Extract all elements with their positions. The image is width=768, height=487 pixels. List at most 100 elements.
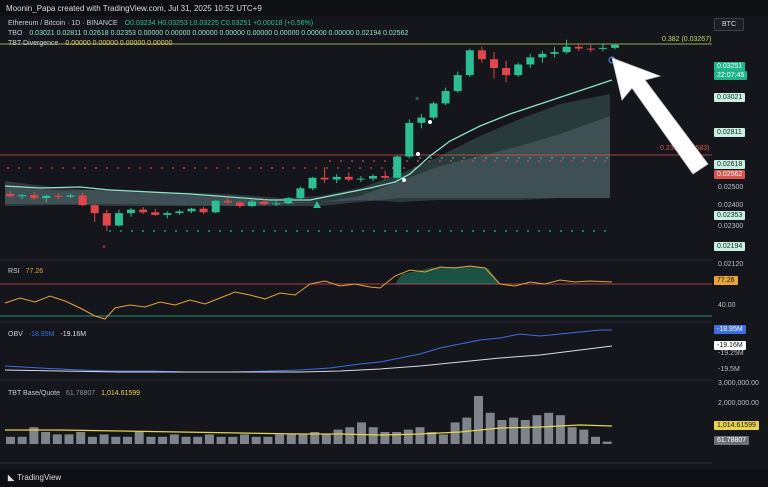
ohlc-values: O0.03234 H0.03253 L0.03225 C0.03251 +0.0… <box>124 20 314 27</box>
candle-body <box>490 59 498 69</box>
obv-legend[interactable]: OBV -18.95M -19.16M <box>8 331 86 338</box>
candle-body <box>417 117 426 123</box>
level-dot <box>403 167 405 169</box>
tbt-label: TBT Divergence <box>8 40 59 47</box>
volume-bar <box>345 427 355 444</box>
volume-bar <box>509 417 519 444</box>
obv-price-tag-1: -18.95M <box>714 325 746 334</box>
level-dot <box>441 157 443 159</box>
level-dot <box>142 230 144 232</box>
level-dot <box>373 160 375 162</box>
volume-bar <box>99 434 109 444</box>
candle-body <box>429 103 438 118</box>
level-dot <box>186 230 188 232</box>
level-dot <box>175 230 177 232</box>
level-dot <box>474 157 476 159</box>
candle-body <box>586 48 595 50</box>
volume-bar <box>228 436 238 444</box>
price-tag: 0.02618 <box>714 160 746 169</box>
volume-bar <box>286 434 296 444</box>
level-dot <box>370 167 372 169</box>
level-dot <box>84 167 86 169</box>
level-dot <box>208 230 210 232</box>
rsi-legend[interactable]: RSI 77.26 <box>8 268 43 275</box>
level-dot <box>216 167 218 169</box>
level-dot <box>120 230 122 232</box>
candle-body <box>78 195 87 206</box>
volume-bar <box>275 434 285 444</box>
level-dot <box>73 167 75 169</box>
candle-body <box>248 201 256 207</box>
level-dot <box>109 230 111 232</box>
level-dot <box>540 157 542 159</box>
level-dot <box>249 167 251 169</box>
tbt-bq-value-2: 1,014.61599 <box>101 390 141 397</box>
tbt-divergence-legend[interactable]: TBT Divergence 0.00000 0.00000 0.00000 0… <box>8 40 172 47</box>
candle-body <box>611 44 619 48</box>
candle-body <box>320 177 329 180</box>
level-dot <box>419 157 421 159</box>
volume-bar <box>579 429 589 444</box>
candle-body <box>550 52 559 54</box>
volume-bar <box>321 434 331 444</box>
symbol-title: Ethereum / Bitcoin · 1D · BINANCE <box>8 20 118 27</box>
tbt-ma-line <box>5 424 613 436</box>
price-tag: 0.02562 <box>714 170 746 179</box>
tbt-volume-bars <box>6 396 612 444</box>
annotation-arrow[interactable] <box>611 57 709 175</box>
candle-body <box>477 50 486 60</box>
volume-bar <box>64 434 74 444</box>
level-dot <box>238 167 240 169</box>
level-dot <box>95 167 97 169</box>
tbo-dots-low <box>109 230 606 232</box>
candle-body <box>139 209 148 213</box>
tbt-tick-1: 3,000,000.00 <box>718 380 759 387</box>
candle-body <box>163 213 172 215</box>
level-dot <box>452 157 454 159</box>
tv-logo-icon: ◣ <box>8 473 15 482</box>
level-dot <box>373 230 375 232</box>
level-dot <box>472 160 474 162</box>
price-tick: 0.02300 <box>718 223 744 230</box>
level-dot <box>494 160 496 162</box>
obv-price-tag-2: -19.16M <box>714 341 746 350</box>
volume-bar <box>497 420 507 444</box>
level-dot <box>483 230 485 232</box>
candle-body <box>441 91 450 104</box>
level-dot <box>417 160 419 162</box>
level-dot <box>340 160 342 162</box>
level-dot <box>307 230 309 232</box>
volume-bar <box>17 436 27 444</box>
candle-body <box>284 198 293 204</box>
obv-tick-2: -19.5M <box>718 366 740 373</box>
price-tick: 0.02400 <box>718 202 744 209</box>
candle-body <box>54 195 63 197</box>
tbt-bq-legend[interactable]: TBT Base/Quote 61.78807 1,014.61599 <box>8 390 140 397</box>
candle-body <box>562 46 571 53</box>
cloud-shade-inner <box>5 116 610 206</box>
tbt-price-tag-1: 1,014.61599 <box>714 421 759 430</box>
ema-line <box>4 79 613 201</box>
marker-dot <box>428 120 432 124</box>
level-dot <box>516 160 518 162</box>
level-dot <box>150 167 152 169</box>
candle-body <box>332 176 341 180</box>
price-tag: 0.02194 <box>714 242 746 251</box>
level-dot <box>593 160 595 162</box>
main-legend-row1[interactable]: Ethereum / Bitcoin · 1D · BINANCE O0.032… <box>8 20 313 27</box>
currency-button[interactable]: BTC <box>714 18 744 31</box>
level-dot <box>571 230 573 232</box>
price-chart-svg[interactable]: 0.382 (0.03267) 0.236 (0.02583) × × <box>0 16 712 469</box>
marker-dot <box>402 178 406 182</box>
tradingview-logo[interactable]: ◣ TradingView <box>8 473 61 482</box>
chart-area[interactable]: 0.382 (0.03267) 0.236 (0.02583) × × <box>0 16 712 478</box>
candle-body <box>151 212 160 215</box>
volume-bar <box>216 436 226 444</box>
level-dot <box>529 157 531 159</box>
tbo-legend[interactable]: TBO 0.03021 0.02811 0.02618 0.02353 0.00… <box>8 30 408 37</box>
volume-bar <box>251 436 261 444</box>
caption-text: Moonin_Papa created with TradingView.com… <box>6 4 262 13</box>
tbo-label: TBO <box>8 30 23 37</box>
level-dot <box>362 230 364 232</box>
candle-body <box>356 178 365 180</box>
